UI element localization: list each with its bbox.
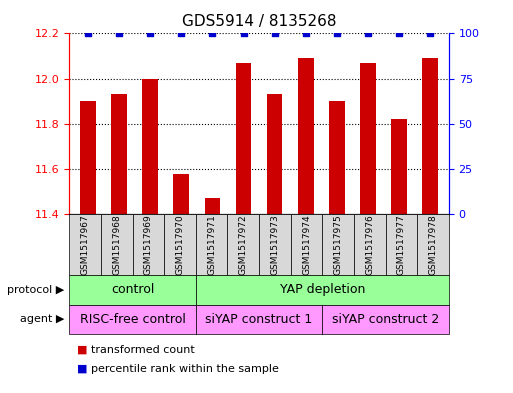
- Bar: [391, 119, 407, 214]
- Point: [364, 30, 372, 37]
- Text: GSM1517976: GSM1517976: [365, 214, 374, 275]
- Text: GSM1517972: GSM1517972: [239, 214, 248, 275]
- Title: GDS5914 / 8135268: GDS5914 / 8135268: [182, 15, 337, 29]
- Text: control: control: [111, 283, 154, 296]
- Point: [302, 30, 310, 37]
- Bar: [143, 79, 158, 214]
- Point: [270, 30, 279, 37]
- Text: GSM1517977: GSM1517977: [397, 214, 406, 275]
- Text: ■: ■: [77, 364, 87, 374]
- Bar: [267, 94, 282, 214]
- Bar: [173, 174, 189, 214]
- Text: siYAP construct 1: siYAP construct 1: [205, 313, 313, 326]
- Text: GSM1517978: GSM1517978: [428, 214, 438, 275]
- Text: transformed count: transformed count: [91, 345, 195, 355]
- Bar: [360, 63, 376, 214]
- Bar: [329, 101, 345, 214]
- Text: GSM1517975: GSM1517975: [333, 214, 343, 275]
- Text: GSM1517971: GSM1517971: [207, 214, 216, 275]
- Point: [115, 30, 123, 37]
- Text: siYAP construct 2: siYAP construct 2: [332, 313, 439, 326]
- Bar: [422, 58, 438, 214]
- Text: GSM1517973: GSM1517973: [270, 214, 280, 275]
- Text: RISC-free control: RISC-free control: [80, 313, 186, 326]
- Text: ■: ■: [77, 345, 87, 355]
- Bar: [111, 94, 127, 214]
- Text: GSM1517967: GSM1517967: [81, 214, 90, 275]
- Text: GSM1517974: GSM1517974: [302, 214, 311, 275]
- Point: [395, 30, 403, 37]
- Point: [84, 30, 92, 37]
- Bar: [298, 58, 313, 214]
- Text: percentile rank within the sample: percentile rank within the sample: [91, 364, 279, 374]
- Text: GSM1517970: GSM1517970: [175, 214, 185, 275]
- Point: [208, 30, 216, 37]
- Point: [426, 30, 435, 37]
- Bar: [80, 101, 96, 214]
- Point: [240, 30, 248, 37]
- Bar: [236, 63, 251, 214]
- Bar: [205, 198, 220, 214]
- Text: agent ▶: agent ▶: [19, 314, 64, 324]
- Text: GSM1517969: GSM1517969: [144, 214, 153, 275]
- Point: [146, 30, 154, 37]
- Text: protocol ▶: protocol ▶: [7, 285, 64, 295]
- Text: YAP depletion: YAP depletion: [280, 283, 365, 296]
- Point: [333, 30, 341, 37]
- Text: GSM1517968: GSM1517968: [112, 214, 121, 275]
- Point: [177, 30, 185, 37]
